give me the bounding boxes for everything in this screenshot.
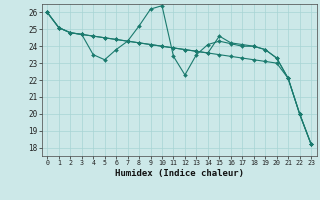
X-axis label: Humidex (Indice chaleur): Humidex (Indice chaleur) — [115, 169, 244, 178]
